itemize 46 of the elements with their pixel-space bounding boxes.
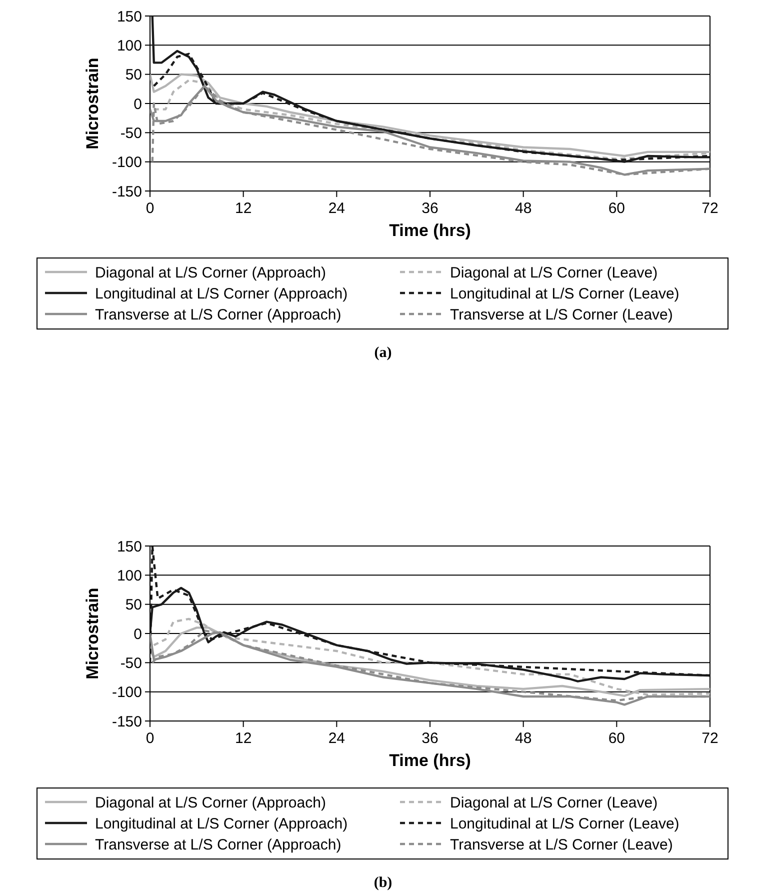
legend-label: Transverse at L/S Corner (Approach) bbox=[95, 306, 342, 324]
text: (b) bbox=[374, 875, 392, 891]
x-tick-label: 36 bbox=[422, 730, 438, 747]
x-tick-label: 0 bbox=[146, 200, 154, 217]
y-tick-label: -50 bbox=[120, 654, 142, 672]
y-tick-label: -100 bbox=[112, 684, 142, 702]
y-tick-label: -150 bbox=[112, 713, 142, 730]
y-tick-label: 0 bbox=[134, 96, 142, 113]
y-tick-label: -150 bbox=[112, 183, 142, 200]
x-tick-label: 12 bbox=[234, 730, 252, 747]
legend-label: Transverse at L/S Corner (Leave) bbox=[450, 306, 673, 324]
y-tick-label: 50 bbox=[125, 596, 142, 614]
y-tick-label: 100 bbox=[116, 37, 142, 54]
text: (a) bbox=[374, 345, 392, 361]
x-tick-label: 60 bbox=[608, 200, 626, 217]
legend-label: Longitudinal at L/S Corner (Approach) bbox=[95, 285, 348, 302]
y-tick-label: 150 bbox=[116, 8, 142, 26]
legend-label: Transverse at L/S Corner (Leave) bbox=[450, 836, 673, 854]
y-tick-label: 0 bbox=[134, 626, 142, 643]
x-tick-label: 0 bbox=[146, 730, 154, 747]
legend-label: Longitudinal at L/S Corner (Leave) bbox=[450, 815, 680, 832]
x-tick-label: 72 bbox=[702, 730, 718, 747]
y-axis-title: Microstrain bbox=[83, 58, 102, 150]
x-tick-label: 48 bbox=[514, 730, 532, 747]
legend-label: Diagonal at L/S Corner (Approach) bbox=[95, 264, 326, 282]
x-tick-label: 24 bbox=[328, 200, 346, 217]
legend-label: Longitudinal at L/S Corner (Approach) bbox=[95, 815, 348, 832]
x-tick-label: 60 bbox=[608, 730, 626, 747]
x-axis-title: Time (hrs) bbox=[389, 221, 471, 240]
legend-label: Diagonal at L/S Corner (Approach) bbox=[95, 794, 326, 812]
legend-label: Transverse at L/S Corner (Approach) bbox=[95, 836, 342, 854]
legend-label: Diagonal at L/S Corner (Leave) bbox=[450, 794, 658, 812]
x-tick-label: 72 bbox=[702, 200, 718, 217]
y-tick-label: -100 bbox=[112, 154, 142, 172]
x-tick-label: 12 bbox=[234, 200, 252, 217]
x-axis-title: Time (hrs) bbox=[389, 751, 471, 770]
y-tick-label: 100 bbox=[116, 567, 142, 584]
legend-label: Diagonal at L/S Corner (Leave) bbox=[450, 264, 658, 282]
y-tick-label: 150 bbox=[116, 538, 142, 556]
y-axis-title: Microstrain bbox=[83, 588, 102, 680]
y-tick-label: -50 bbox=[120, 124, 142, 142]
x-tick-label: 24 bbox=[328, 730, 346, 747]
y-tick-label: 50 bbox=[125, 66, 142, 84]
legend-label: Longitudinal at L/S Corner (Leave) bbox=[450, 285, 680, 302]
x-tick-label: 36 bbox=[422, 200, 438, 217]
x-tick-label: 48 bbox=[514, 200, 532, 217]
